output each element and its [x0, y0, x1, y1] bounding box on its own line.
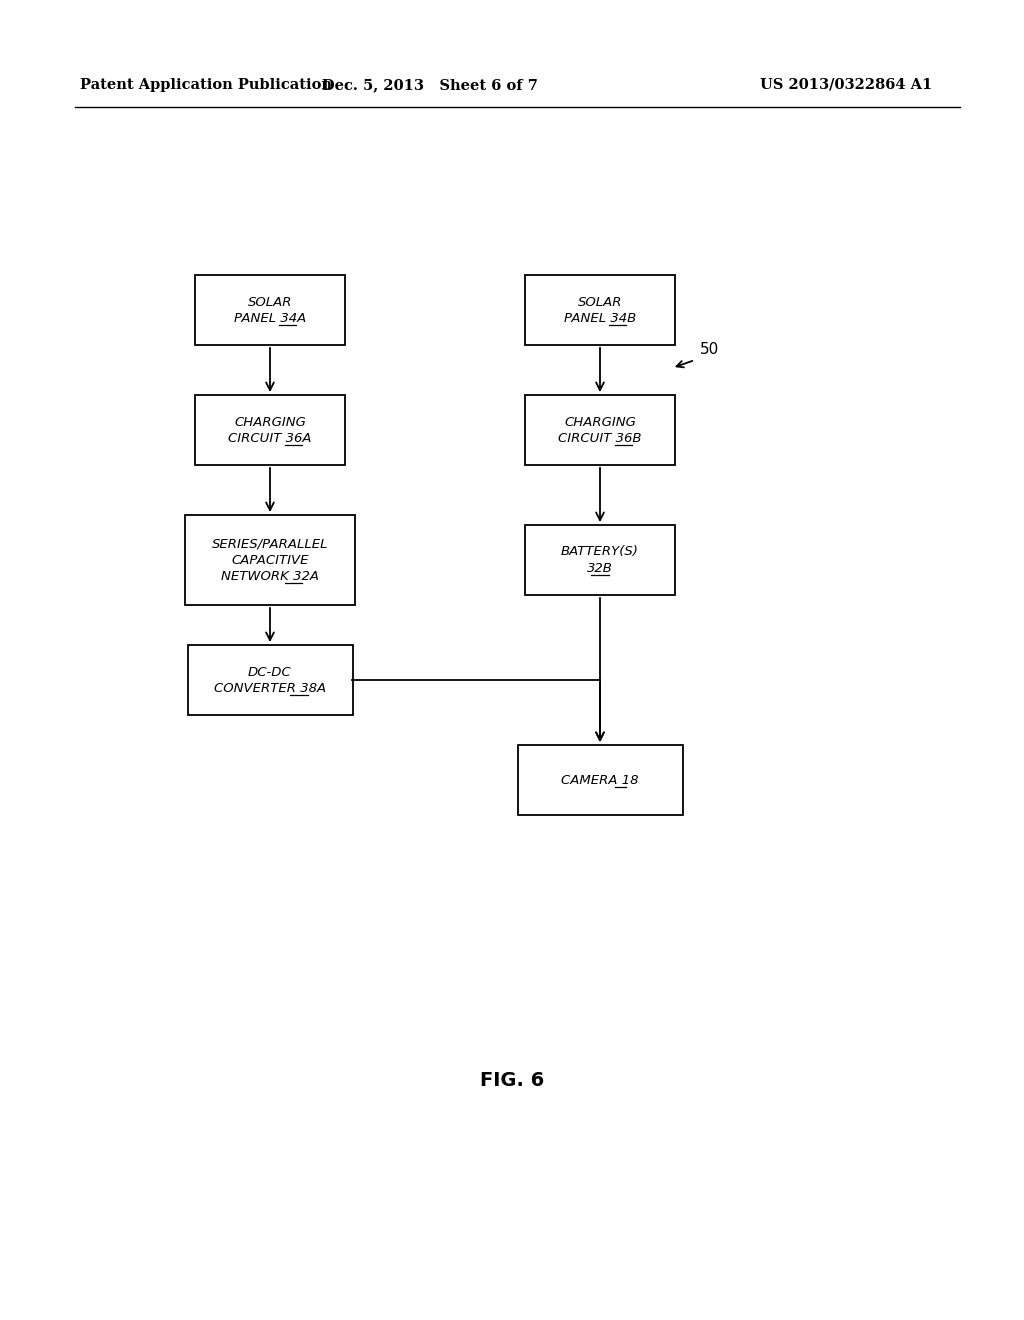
- Bar: [525, 525, 675, 595]
- Text: FIG. 6: FIG. 6: [480, 1071, 544, 1089]
- Text: DC-DC: DC-DC: [248, 665, 292, 678]
- Text: BATTERY(S): BATTERY(S): [561, 545, 639, 558]
- Text: NETWORK 32A: NETWORK 32A: [221, 569, 319, 582]
- Text: PANEL 34B: PANEL 34B: [564, 312, 636, 325]
- Bar: [195, 275, 345, 345]
- Text: SOLAR: SOLAR: [248, 296, 292, 309]
- Text: PANEL 34A: PANEL 34A: [233, 312, 306, 325]
- Bar: [185, 515, 355, 605]
- Text: 32B: 32B: [587, 561, 613, 574]
- Bar: [525, 395, 675, 465]
- Text: US 2013/0322864 A1: US 2013/0322864 A1: [760, 78, 932, 92]
- Text: Dec. 5, 2013   Sheet 6 of 7: Dec. 5, 2013 Sheet 6 of 7: [323, 78, 538, 92]
- Bar: [525, 275, 675, 345]
- Text: 50: 50: [700, 342, 719, 358]
- Text: CHARGING: CHARGING: [564, 416, 636, 429]
- Text: SERIES/PARALLEL: SERIES/PARALLEL: [212, 537, 329, 550]
- Text: Patent Application Publication: Patent Application Publication: [80, 78, 332, 92]
- Bar: [517, 744, 683, 814]
- Bar: [187, 645, 352, 715]
- Bar: [195, 395, 345, 465]
- Text: CIRCUIT 36B: CIRCUIT 36B: [558, 432, 642, 445]
- Text: CHARGING: CHARGING: [234, 416, 306, 429]
- Text: CAMERA 18: CAMERA 18: [561, 774, 639, 787]
- Text: CIRCUIT 36A: CIRCUIT 36A: [228, 432, 311, 445]
- Text: CONVERTER 38A: CONVERTER 38A: [214, 681, 326, 694]
- Text: SOLAR: SOLAR: [578, 296, 623, 309]
- Text: CAPACITIVE: CAPACITIVE: [231, 553, 309, 566]
